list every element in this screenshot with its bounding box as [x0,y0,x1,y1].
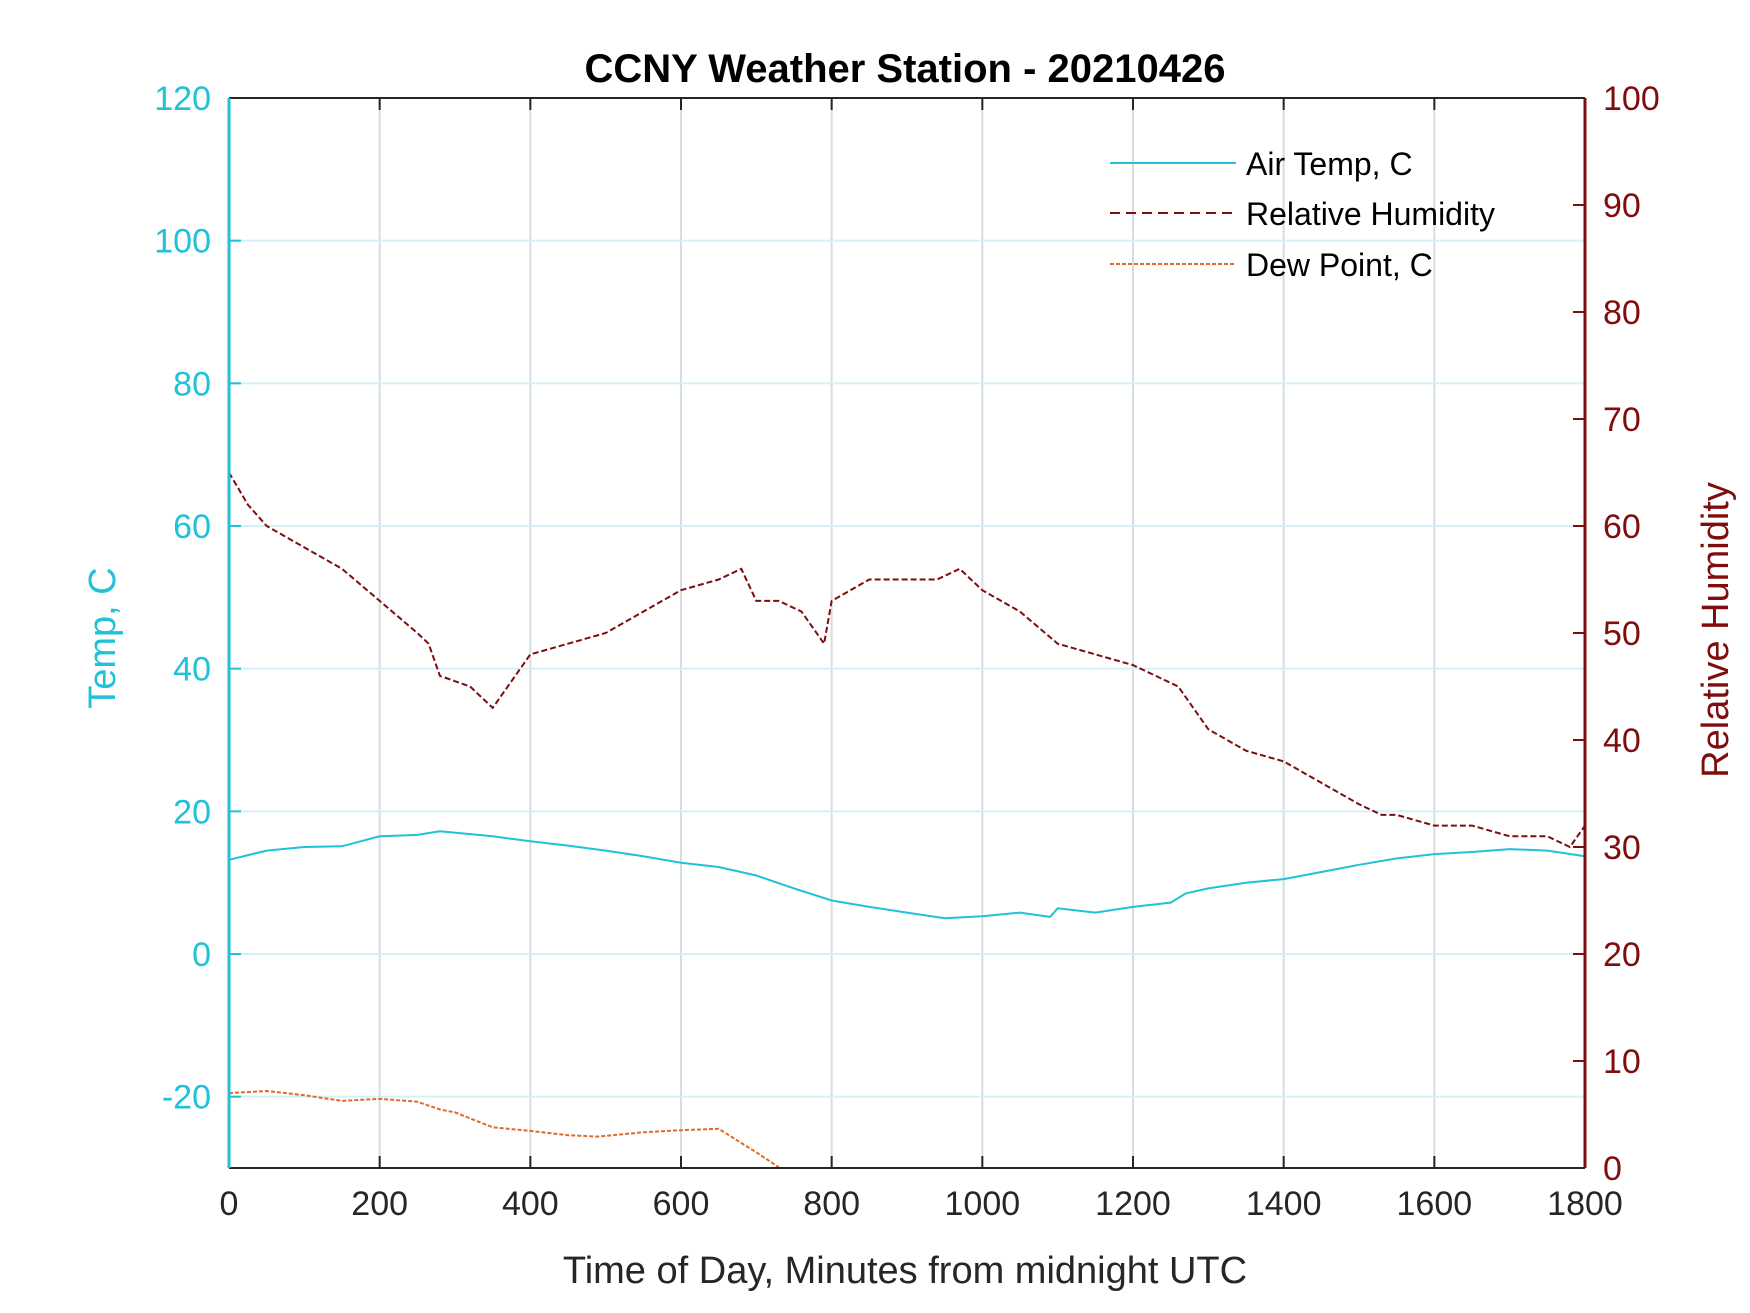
y-right-tick-label: 20 [1603,936,1641,974]
x-tick-label: 1800 [1547,1185,1623,1223]
x-tick-label: 200 [351,1185,408,1223]
x-axis-label: Time of Day, Minutes from midnight UTC [563,1250,1247,1292]
x-tick-label: 1200 [1095,1185,1171,1223]
y-axis-right-label: Relative Humidity [1695,482,1737,778]
y-left-tick-label: 20 [173,793,211,831]
x-tick-label: 800 [803,1185,860,1223]
y-right-tick-label: 40 [1603,722,1641,760]
x-tick-label: 600 [653,1185,710,1223]
legend: Air Temp, C Relative Humidity Dew Point,… [1110,146,1495,283]
y-right-tick-label: 60 [1603,508,1641,546]
y-right-tick-label: 30 [1603,829,1641,867]
x-tick-label: 1400 [1246,1185,1322,1223]
relative-humidity-line [228,471,1586,849]
y-right-tick-label: 50 [1603,615,1641,653]
y-right-tick-label: 0 [1603,1150,1622,1188]
y-right-tick-label: 70 [1603,401,1641,439]
y-right-tick-label: 80 [1603,294,1641,332]
grid [229,98,1585,1168]
ticks: 0 200 400 600 800 1000 1200 1400 1600 1800-200204… [154,80,1659,1223]
y-left-tick-label: 40 [173,651,211,689]
legend-label-relative-humidity: Relative Humidity [1246,196,1495,232]
air-temp-line [228,830,1586,920]
x-tick-label: 1000 [945,1185,1021,1223]
y-right-tick-label: 90 [1603,187,1641,225]
legend-label-dew-point: Dew Point, C [1246,247,1433,283]
y-right-tick-label: 100 [1603,80,1660,118]
axes [227,97,1587,1169]
y-left-tick-label: 60 [173,508,211,546]
series-layer [228,471,1586,1169]
y-left-tick-label: 80 [173,365,211,403]
y-left-tick-label: -20 [162,1079,211,1117]
y-axis-left-label: Temp, C [82,567,124,708]
x-tick-label: 0 [220,1185,239,1223]
legend-label-air-temp: Air Temp, C [1246,146,1413,182]
y-left-tick-label: 0 [192,936,211,974]
y-left-tick-label: 100 [154,223,211,261]
y-right-tick-label: 10 [1603,1043,1641,1081]
x-tick-label: 400 [502,1185,559,1223]
x-tick-label: 1600 [1397,1185,1473,1223]
y-left-tick-label: 120 [154,80,211,118]
chart-title: CCNY Weather Station - 20210426 [585,47,1226,91]
dew-point-line [228,1089,780,1169]
